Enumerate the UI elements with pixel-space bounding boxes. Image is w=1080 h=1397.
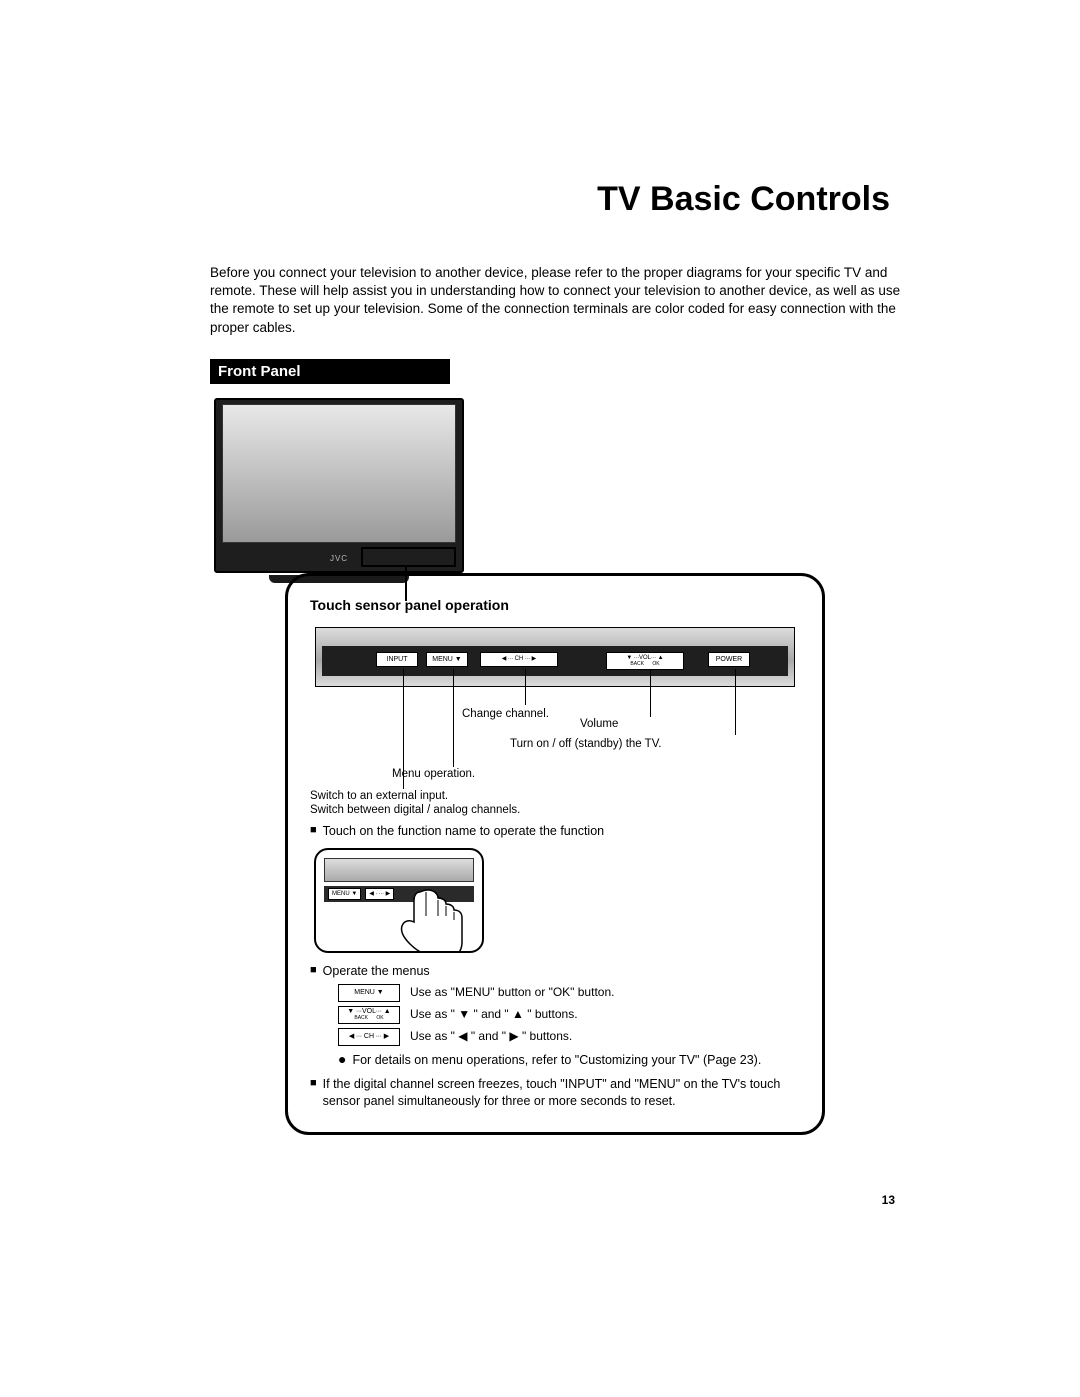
manual-page: TV Basic Controls Before you connect you…	[0, 0, 1080, 1195]
circle-bullet-icon: ●	[338, 1052, 346, 1066]
hand-menu-btn: MENU ▼	[328, 888, 361, 900]
details-note: For details on menu operations, refer to…	[352, 1052, 761, 1069]
lead-ch-label: Change channel.	[462, 707, 549, 723]
callout-box: Touch sensor panel operation INPUT MENU …	[285, 573, 825, 1135]
hand-illustration: MENU ▼ ◀ ∙ ∙∙∙ ▶	[314, 848, 484, 953]
tv-logo: JVC	[330, 554, 348, 563]
ops-menu-desc: Use as "MENU" button or "OK" button.	[410, 984, 614, 1000]
sensor-diagram: INPUT MENU ▼ ◀ ∙∙∙ CH ∙∙∙ ▶ ▼ ∙∙∙VOL∙∙∙ …	[310, 627, 800, 817]
lead-menu	[453, 669, 454, 767]
tv-screen	[222, 404, 456, 543]
sensor-menu-button: MENU ▼	[426, 652, 468, 667]
lead-ch	[525, 669, 526, 705]
lead-input	[403, 669, 404, 789]
freeze-note: If the digital channel screen freezes, t…	[323, 1076, 800, 1110]
lead-input-label2: Switch between digital / analog channels…	[310, 803, 520, 819]
sensor-ch-button: ◀ ∙∙∙ CH ∙∙∙ ▶	[480, 652, 558, 667]
hand-icon	[388, 882, 468, 953]
lead-power-label: Turn on / off (standby) the TV.	[510, 737, 662, 753]
intro-paragraph: Before you connect your television to an…	[210, 264, 910, 337]
ops-menu-row: MENU ▼ Use as "MENU" button or "OK" butt…	[338, 984, 800, 1002]
note-touch: Touch on the function name to operate th…	[323, 823, 604, 840]
lead-vol-label: Volume	[580, 717, 618, 733]
note-operate-line: ■ Operate the menus	[310, 963, 800, 980]
section-header: Front Panel	[210, 359, 450, 384]
mini-vol-btn: ▼ ∙∙∙VOL∙∙∙ ▲ BACK OK	[338, 1006, 400, 1024]
tv-sensor-highlight	[361, 547, 456, 567]
lead-menu-label: Menu operation.	[392, 767, 475, 783]
note-operate: Operate the menus	[323, 963, 430, 980]
mini-ch-btn: ◀ ∙∙∙ CH ∙∙∙ ▶	[338, 1028, 400, 1046]
sensor-vol-sub: BACK OK	[630, 662, 659, 667]
square-bullet-icon: ■	[310, 823, 317, 838]
lead-power	[735, 669, 736, 735]
square-bullet-icon: ■	[310, 963, 317, 978]
sensor-power-button: POWER	[708, 652, 750, 667]
page-number: 13	[882, 1193, 895, 1207]
lead-vol	[650, 669, 651, 717]
freeze-note-line: ■ If the digital channel screen freezes,…	[310, 1076, 800, 1110]
mini-vol-top: ▼ ∙∙∙VOL∙∙∙ ▲	[347, 1008, 390, 1015]
ops-ch-desc: Use as " ◀ " and " ▶ " buttons.	[410, 1028, 572, 1044]
hand-screen	[324, 858, 474, 882]
tv-illustration: JVC	[214, 398, 464, 573]
mini-menu-btn: MENU ▼	[338, 984, 400, 1002]
square-bullet-icon: ■	[310, 1076, 317, 1091]
sensor-vol-button: ▼ ∙∙∙VOL∙∙∙ ▲ BACK OK	[606, 652, 684, 670]
sensor-input-button: INPUT	[376, 652, 418, 667]
details-note-line: ● For details on menu operations, refer …	[338, 1052, 800, 1069]
note-touch-line: ■ Touch on the function name to operate …	[310, 823, 800, 840]
ops-vol-desc: Use as " ▼ " and " ▲ " buttons.	[410, 1006, 578, 1022]
page-title: TV Basic Controls	[210, 180, 890, 219]
mini-vol-sub: BACK OK	[354, 1016, 383, 1021]
ops-vol-row: ▼ ∙∙∙VOL∙∙∙ ▲ BACK OK Use as " ▼ " and "…	[338, 1006, 800, 1024]
callout-subtitle: Touch sensor panel operation	[310, 596, 800, 615]
ops-ch-row: ◀ ∙∙∙ CH ∙∙∙ ▶ Use as " ◀ " and " ▶ " bu…	[338, 1028, 800, 1046]
sensor-panel: INPUT MENU ▼ ◀ ∙∙∙ CH ∙∙∙ ▶ ▼ ∙∙∙VOL∙∙∙ …	[315, 627, 795, 687]
